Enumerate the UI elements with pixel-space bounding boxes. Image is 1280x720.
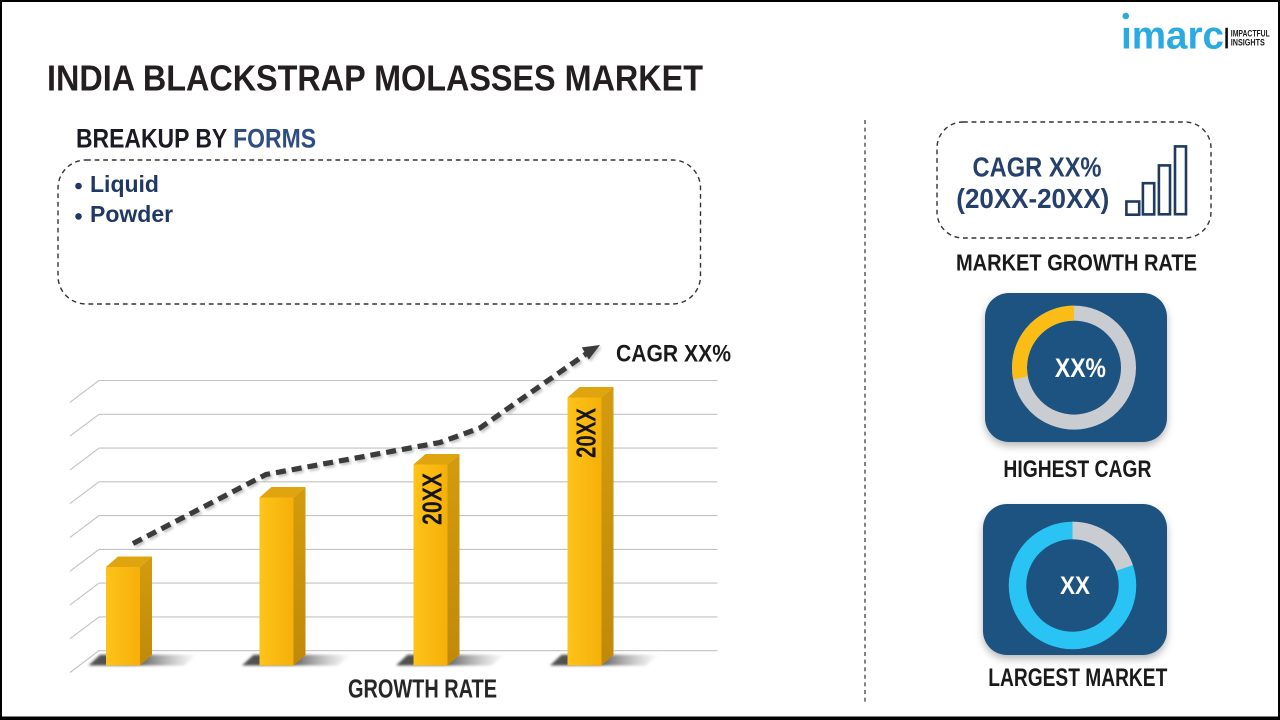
svg-text:20XX: 20XX	[416, 473, 448, 525]
svg-text:LARGEST MARKET: LARGEST MARKET	[988, 664, 1168, 692]
svg-text:CAGR XX%: CAGR XX%	[973, 152, 1102, 183]
svg-text:MARKET GROWTH RATE: MARKET GROWTH RATE	[956, 250, 1197, 276]
svg-text:ımarc: ımarc	[1121, 14, 1224, 57]
svg-text:XX: XX	[1060, 573, 1090, 600]
svg-text:INSIGHTS: INSIGHTS	[1231, 37, 1265, 47]
svg-text:CAGR XX%: CAGR XX%	[616, 340, 731, 367]
svg-text:XX%: XX%	[1055, 353, 1106, 383]
svg-text:(20XX-20XX): (20XX-20XX)	[956, 183, 1109, 214]
svg-text:20XX: 20XX	[570, 408, 602, 458]
svg-text:HIGHEST CAGR: HIGHEST CAGR	[1003, 456, 1151, 483]
svg-text:IMPACTFUL: IMPACTFUL	[1231, 29, 1270, 39]
svg-text:INDIA BLACKSTRAP MOLASSES MARK: INDIA BLACKSTRAP MOLASSES MARKET	[47, 57, 703, 98]
svg-text:BREAKUP BY FORMS: BREAKUP BY FORMS	[76, 124, 316, 154]
svg-text:GROWTH RATE: GROWTH RATE	[348, 674, 497, 704]
svg-text:Powder: Powder	[90, 201, 173, 227]
svg-text:Liquid: Liquid	[90, 171, 159, 197]
